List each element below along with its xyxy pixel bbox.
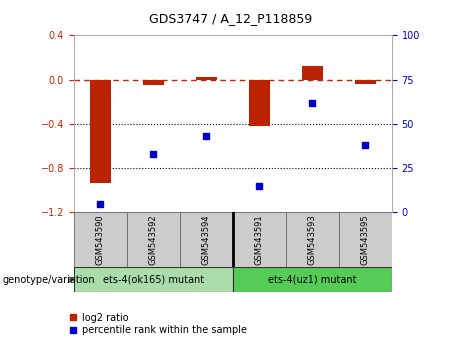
- Text: GSM543590: GSM543590: [96, 215, 105, 265]
- Bar: [127, 212, 180, 267]
- Bar: [286, 212, 339, 267]
- Text: genotype/variation: genotype/variation: [2, 275, 95, 285]
- Text: ets-4(uz1) mutant: ets-4(uz1) mutant: [268, 275, 356, 285]
- Text: ets-4(ok165) mutant: ets-4(ok165) mutant: [103, 275, 204, 285]
- Text: GDS3747 / A_12_P118859: GDS3747 / A_12_P118859: [149, 12, 312, 25]
- Bar: [248, 80, 270, 126]
- Bar: [74, 267, 233, 292]
- Bar: [89, 80, 111, 183]
- Text: GSM543593: GSM543593: [308, 215, 317, 265]
- Bar: [301, 67, 323, 80]
- Point: [96, 201, 104, 206]
- Text: GSM543595: GSM543595: [361, 215, 370, 265]
- Point: [202, 133, 210, 139]
- Text: GSM543592: GSM543592: [149, 215, 158, 265]
- Text: GSM543594: GSM543594: [202, 215, 211, 265]
- Text: GSM543591: GSM543591: [255, 215, 264, 265]
- Bar: [142, 80, 164, 85]
- Legend: log2 ratio, percentile rank within the sample: log2 ratio, percentile rank within the s…: [70, 313, 247, 335]
- Point: [149, 151, 157, 157]
- Bar: [233, 212, 286, 267]
- Bar: [180, 212, 233, 267]
- Bar: [195, 78, 217, 80]
- Point: [308, 100, 316, 105]
- Bar: [355, 80, 376, 84]
- Point: [361, 142, 369, 148]
- Bar: [339, 212, 392, 267]
- Point: [255, 183, 263, 189]
- Bar: [74, 212, 127, 267]
- Bar: [233, 267, 392, 292]
